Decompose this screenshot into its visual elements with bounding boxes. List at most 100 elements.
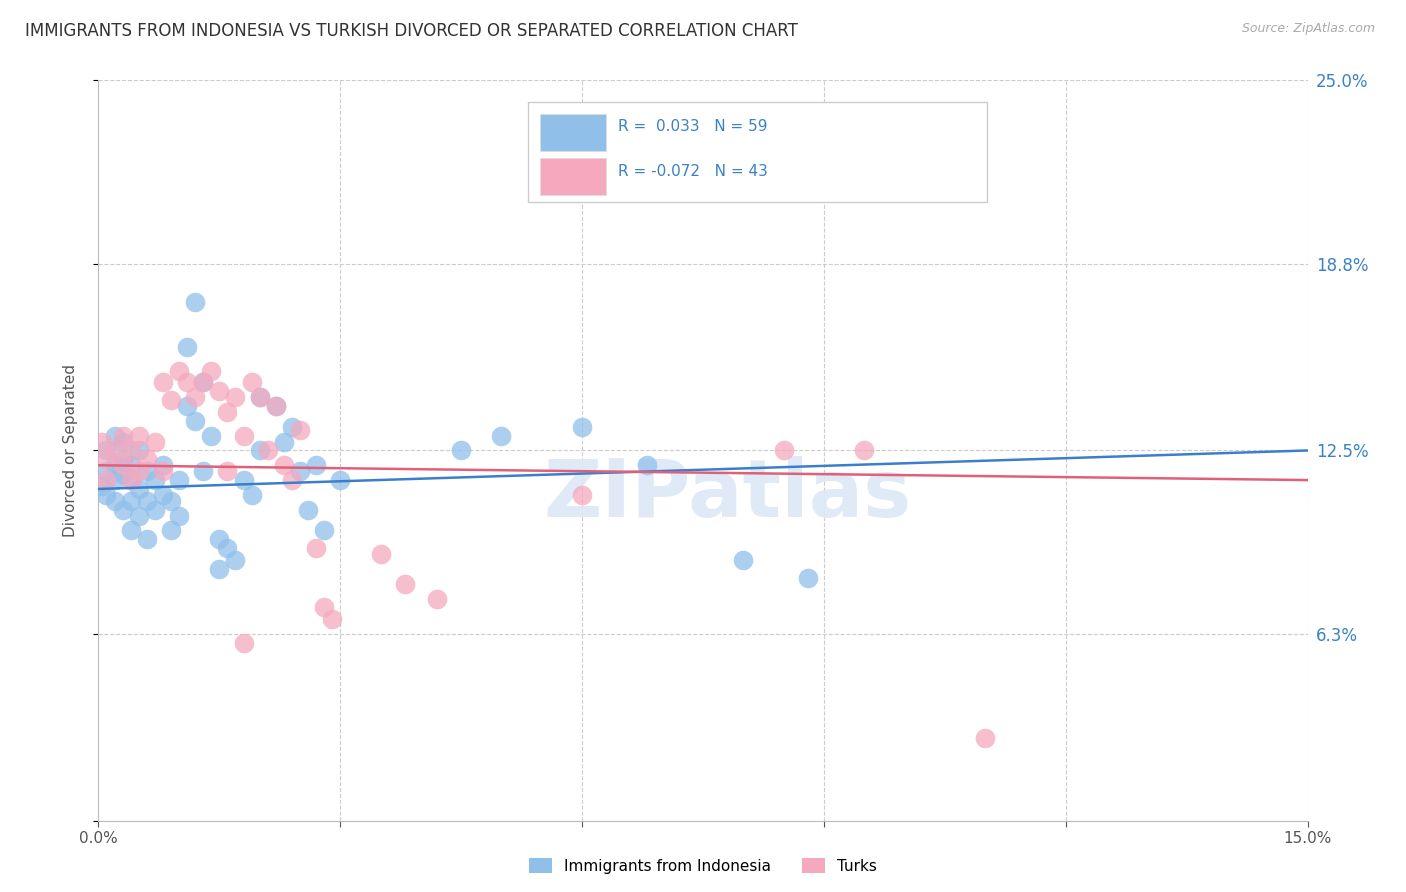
- Point: [193, 464, 215, 478]
- Point: [232, 428, 254, 442]
- Point: [314, 600, 336, 615]
- Point: [288, 423, 311, 437]
- Point: [208, 533, 231, 547]
- Point: [281, 419, 304, 434]
- Point: [224, 390, 246, 404]
- Point: [111, 502, 134, 516]
- Point: [176, 340, 198, 354]
- Point: [120, 473, 142, 487]
- Point: [264, 399, 287, 413]
- Point: [217, 464, 239, 478]
- Point: [111, 452, 134, 467]
- Point: [281, 473, 304, 487]
- Point: [305, 541, 328, 556]
- FancyBboxPatch shape: [540, 158, 606, 195]
- Legend: Immigrants from Indonesia, Turks: Immigrants from Indonesia, Turks: [523, 852, 883, 880]
- Point: [273, 434, 295, 449]
- Point: [143, 473, 166, 487]
- Point: [232, 636, 254, 650]
- Point: [176, 376, 198, 390]
- Point: [208, 562, 231, 576]
- Point: [120, 443, 142, 458]
- Point: [120, 493, 142, 508]
- Point: [426, 591, 449, 606]
- Point: [176, 399, 198, 413]
- Point: [321, 612, 343, 626]
- Point: [314, 524, 336, 538]
- Point: [111, 428, 134, 442]
- Point: [450, 443, 472, 458]
- Point: [184, 390, 207, 404]
- Point: [120, 473, 142, 487]
- Point: [135, 464, 157, 478]
- Point: [152, 458, 174, 473]
- Point: [128, 443, 150, 458]
- Point: [111, 467, 134, 482]
- FancyBboxPatch shape: [527, 103, 987, 202]
- Point: [329, 473, 352, 487]
- Point: [305, 458, 328, 473]
- Point: [167, 473, 190, 487]
- Point: [96, 488, 118, 502]
- Point: [240, 488, 263, 502]
- Point: [200, 428, 222, 442]
- Point: [96, 464, 118, 478]
- Point: [96, 443, 118, 458]
- Point: [128, 508, 150, 523]
- Point: [370, 547, 392, 561]
- Point: [96, 473, 118, 487]
- Y-axis label: Divorced or Separated: Divorced or Separated: [63, 364, 77, 537]
- Point: [143, 502, 166, 516]
- Point: [208, 384, 231, 399]
- Point: [184, 414, 207, 428]
- Point: [103, 458, 125, 473]
- Text: Source: ZipAtlas.com: Source: ZipAtlas.com: [1241, 22, 1375, 36]
- Point: [249, 443, 271, 458]
- FancyBboxPatch shape: [540, 113, 606, 151]
- Point: [152, 376, 174, 390]
- Point: [103, 443, 125, 458]
- Point: [160, 493, 183, 508]
- Point: [232, 473, 254, 487]
- Text: ZIPatlas: ZIPatlas: [543, 456, 911, 534]
- Point: [297, 502, 319, 516]
- Point: [184, 295, 207, 310]
- Point: [853, 443, 876, 458]
- Point: [249, 390, 271, 404]
- Point: [200, 363, 222, 377]
- Point: [96, 452, 118, 467]
- Point: [160, 393, 183, 408]
- Point: [103, 493, 125, 508]
- Point: [249, 390, 271, 404]
- Point: [394, 576, 416, 591]
- Point: [143, 434, 166, 449]
- Point: [120, 524, 142, 538]
- Point: [256, 443, 278, 458]
- Point: [135, 452, 157, 467]
- Point: [91, 479, 114, 493]
- Point: [91, 434, 114, 449]
- Point: [128, 464, 150, 478]
- Point: [120, 458, 142, 473]
- Point: [128, 428, 150, 442]
- Point: [135, 493, 157, 508]
- Text: IMMIGRANTS FROM INDONESIA VS TURKISH DIVORCED OR SEPARATED CORRELATION CHART: IMMIGRANTS FROM INDONESIA VS TURKISH DIV…: [25, 22, 799, 40]
- Point: [111, 434, 134, 449]
- Text: R = -0.072   N = 43: R = -0.072 N = 43: [619, 164, 768, 178]
- Point: [571, 419, 593, 434]
- Point: [636, 458, 658, 473]
- Point: [974, 731, 997, 745]
- Point: [797, 571, 820, 585]
- Text: R =  0.033   N = 59: R = 0.033 N = 59: [619, 119, 768, 134]
- Point: [193, 376, 215, 390]
- Point: [167, 508, 190, 523]
- Point: [152, 464, 174, 478]
- Point: [273, 458, 295, 473]
- Point: [160, 524, 183, 538]
- Point: [111, 458, 134, 473]
- Point: [571, 488, 593, 502]
- Point: [167, 363, 190, 377]
- Point: [288, 464, 311, 478]
- Point: [128, 482, 150, 496]
- Point: [152, 488, 174, 502]
